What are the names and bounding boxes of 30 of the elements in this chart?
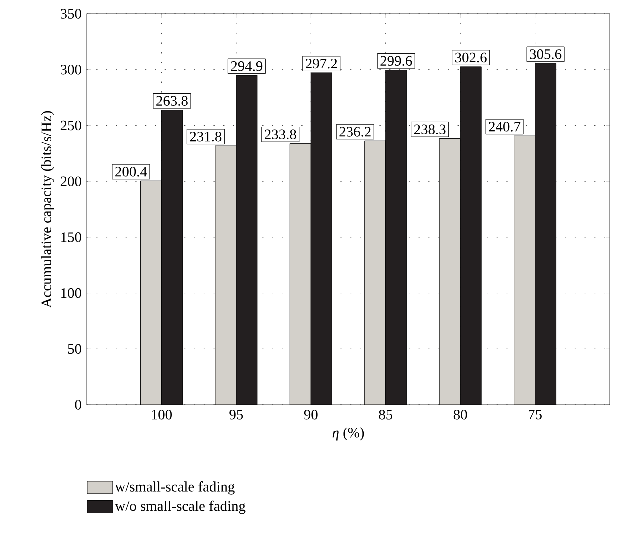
data-label: 233.8 — [265, 130, 296, 140]
data-label: 299.6 — [380, 56, 412, 66]
y-tick-label: 100 — [62, 288, 82, 298]
data-label: 263.8 — [156, 96, 188, 106]
data-label: 236.2 — [340, 127, 371, 137]
data-label: 231.8 — [190, 132, 222, 142]
y-tick-label: 350 — [61, 9, 82, 19]
data-label: 297.2 — [306, 58, 338, 69]
x-tick-label: 80 — [454, 410, 468, 420]
data-label: 200.4 — [116, 167, 148, 177]
data-label: 238.3 — [414, 124, 446, 135]
y-tick-label: 300 — [61, 64, 82, 75]
x-tick-label: 100 — [152, 410, 172, 420]
y-tick-label: 200 — [60, 176, 82, 186]
y-tick-label: 250 — [60, 120, 82, 131]
legend-label: w/o small-scale fading — [115, 500, 246, 514]
data-label: 294.9 — [231, 62, 263, 72]
x-axis-title: η (%) — [332, 428, 364, 441]
data-label: 305.6 — [530, 50, 562, 60]
x-tick-label: 90 — [304, 410, 318, 420]
y-tick-label: 50 — [68, 344, 82, 354]
y-axis-title: Accumulative capacity (bits/s/Hz) — [41, 111, 54, 308]
data-label: 302.6 — [456, 52, 487, 63]
x-tick-label: 75 — [529, 410, 542, 420]
y-tick-label: 0 — [75, 400, 82, 410]
legend-label: w/small-scale fading — [115, 482, 235, 495]
data-label: 240.7 — [489, 122, 521, 132]
x-tick-label: 85 — [379, 410, 393, 420]
y-tick-label: 150 — [62, 232, 82, 242]
x-tick-label: 95 — [230, 410, 244, 420]
